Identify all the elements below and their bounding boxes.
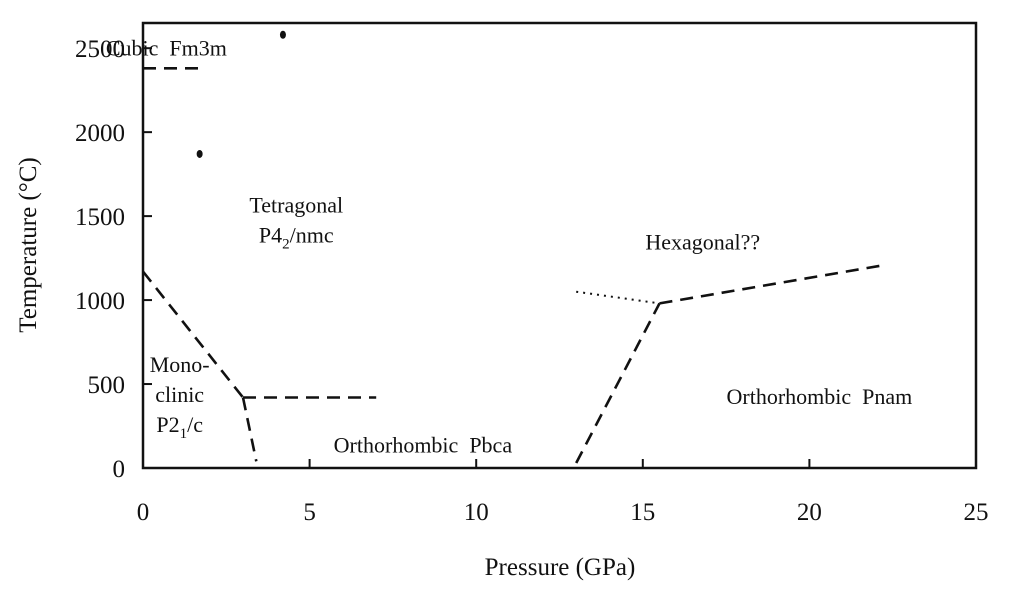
y-tick-label: 1000 — [75, 288, 125, 315]
phase-region-labels: Cubic Fm3m Tetragonal P42/nmc Mono-clinic P2… — [106, 35, 912, 457]
data-marker-1 — [196, 149, 203, 158]
y-axis-label: Temperature (°C) — [15, 157, 42, 333]
y-tick-label: 2000 — [75, 120, 125, 147]
x-tick-label: 5 — [303, 499, 316, 526]
y-tick-label: 2500 — [75, 36, 125, 63]
x-axis-ticks: 0 5 10 15 20 25 — [137, 459, 989, 526]
phase-boundary-2 — [141, 270, 245, 399]
phase-boundaries — [141, 67, 887, 464]
region-label-line: P42/nmc — [259, 222, 334, 252]
region-label-line: Cubic Fm3m — [106, 35, 227, 60]
region-label-4: Orthorhombic Pbca — [334, 432, 513, 457]
phase-boundary-7 — [576, 290, 660, 305]
x-axis-label: Pressure (GPa) — [485, 554, 636, 581]
region-label-line: Hexagonal?? — [645, 229, 760, 254]
y-tick-label: 0 — [113, 456, 126, 483]
y-axis-ticks: 0 500 1000 1500 2000 2500 — [75, 36, 152, 483]
region-label-5: Hexagonal?? — [645, 229, 760, 254]
region-label-line: clinic — [155, 382, 204, 407]
y-tick-label: 1500 — [75, 204, 125, 231]
region-label-6: Orthorhombic Pnam — [727, 384, 913, 409]
phase-boundary-6 — [659, 263, 887, 305]
data-marker-2 — [279, 30, 286, 39]
region-label-1: Cubic Fm3m — [106, 35, 227, 60]
y-tick-label: 500 — [88, 372, 126, 399]
region-label-line: Orthorhombic Pnam — [727, 384, 913, 409]
phase-boundary-4 — [241, 397, 258, 462]
phase-boundary-5 — [575, 302, 661, 464]
region-label-line: Mono- — [150, 352, 210, 377]
x-tick-label: 10 — [464, 499, 489, 526]
region-label-3: Mono-clinic P21/c — [150, 352, 210, 442]
region-label-line: P21/c — [156, 412, 203, 442]
x-tick-label: 15 — [630, 499, 655, 526]
x-tick-label: 25 — [964, 499, 989, 526]
region-label-line: Tetragonal — [249, 192, 343, 217]
region-label-line: Orthorhombic Pbca — [334, 432, 513, 457]
x-tick-label: 0 — [137, 499, 150, 526]
region-label-2: Tetragonal P42/nmc — [249, 192, 343, 252]
plot-frame — [141, 21, 978, 470]
x-tick-label: 20 — [797, 499, 822, 526]
point-markers — [196, 30, 286, 158]
